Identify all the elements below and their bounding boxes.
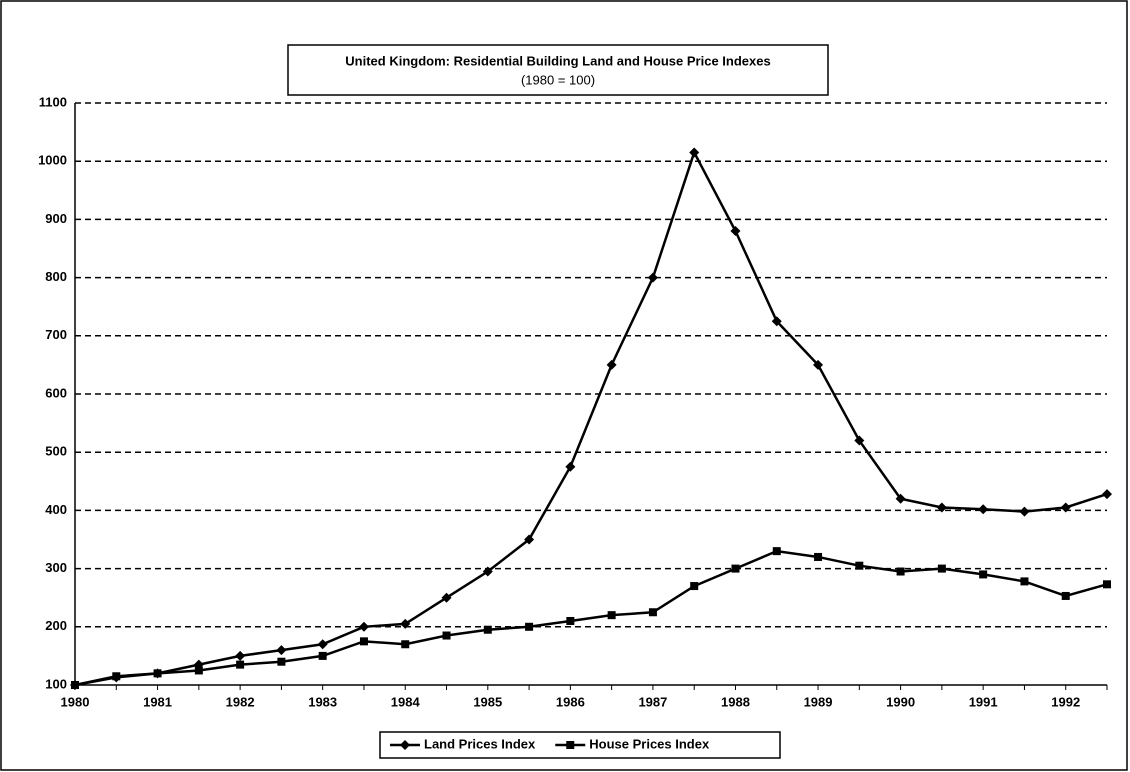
marker <box>772 547 781 556</box>
series-line <box>74 549 1108 687</box>
y-tick-label: 700 <box>45 327 67 342</box>
y-tick-label: 600 <box>45 385 67 400</box>
marker <box>689 147 700 158</box>
marker <box>1061 591 1070 600</box>
x-tick-label: 1991 <box>969 694 998 709</box>
marker <box>524 534 535 545</box>
x-tick-label: 1986 <box>556 694 585 709</box>
marker <box>318 651 327 660</box>
x-tick-label: 1988 <box>721 694 750 709</box>
x-tick-label: 1989 <box>804 694 833 709</box>
marker <box>979 570 988 579</box>
legend-marker <box>566 741 575 749</box>
marker <box>482 566 493 577</box>
y-tick-label: 500 <box>45 444 67 459</box>
marker <box>277 657 286 666</box>
marker <box>1019 506 1030 517</box>
marker <box>153 669 162 678</box>
title-box <box>287 44 829 96</box>
y-tick-label: 100 <box>45 676 67 691</box>
marker <box>936 502 947 513</box>
marker <box>648 608 657 617</box>
y-tick-label: 400 <box>45 502 67 517</box>
x-tick-label: 1985 <box>473 694 502 709</box>
marker <box>441 592 452 603</box>
marker <box>358 621 369 632</box>
x-tick-label: 1987 <box>638 694 667 709</box>
marker <box>112 672 121 681</box>
legend-marker <box>400 740 410 750</box>
marker <box>731 564 740 573</box>
y-tick-label: 800 <box>45 269 67 284</box>
marker <box>978 504 989 515</box>
marker <box>606 359 617 370</box>
y-tick-label: 300 <box>45 560 67 575</box>
y-tick-label: 1000 <box>38 153 67 168</box>
y-tick-label: 1100 <box>39 94 67 109</box>
y-tick-label: 200 <box>45 618 67 633</box>
marker <box>1103 580 1111 589</box>
x-tick-label: 1990 <box>886 694 915 709</box>
chart-title: United Kingdom: Residential Building Lan… <box>345 53 770 68</box>
marker <box>814 552 823 561</box>
chart-subtitle: (1980 = 100) <box>521 72 595 87</box>
marker <box>401 640 410 649</box>
marker <box>607 611 616 620</box>
legend-label: Land Prices Index <box>424 736 536 751</box>
marker <box>771 316 782 327</box>
marker <box>854 435 865 446</box>
marker <box>730 226 741 237</box>
marker <box>236 660 245 669</box>
marker <box>442 631 451 640</box>
marker <box>1020 577 1029 586</box>
marker <box>359 637 368 646</box>
legend-label: House Prices Index <box>589 736 710 751</box>
marker <box>647 272 658 283</box>
x-tick-label: 1980 <box>61 694 90 709</box>
marker <box>317 639 328 650</box>
marker <box>1102 489 1112 500</box>
y-tick-label: 900 <box>45 211 67 226</box>
marker <box>1060 502 1071 513</box>
marker <box>565 461 576 472</box>
x-tick-label: 1981 <box>143 694 172 709</box>
marker <box>71 681 79 689</box>
marker <box>525 622 534 631</box>
marker <box>235 650 246 661</box>
series-line <box>74 149 1108 687</box>
marker <box>895 493 906 504</box>
marker <box>194 666 203 675</box>
marker <box>855 561 864 570</box>
marker <box>937 564 946 573</box>
marker <box>400 618 411 629</box>
x-tick-label: 1983 <box>308 694 337 709</box>
marker <box>813 359 824 370</box>
x-tick-label: 1982 <box>226 694 255 709</box>
marker <box>566 616 575 625</box>
marker <box>896 567 905 576</box>
marker <box>483 625 492 634</box>
x-tick-label: 1992 <box>1051 694 1080 709</box>
x-tick-label: 1984 <box>391 694 421 709</box>
marker <box>276 645 287 656</box>
marker <box>690 582 699 591</box>
